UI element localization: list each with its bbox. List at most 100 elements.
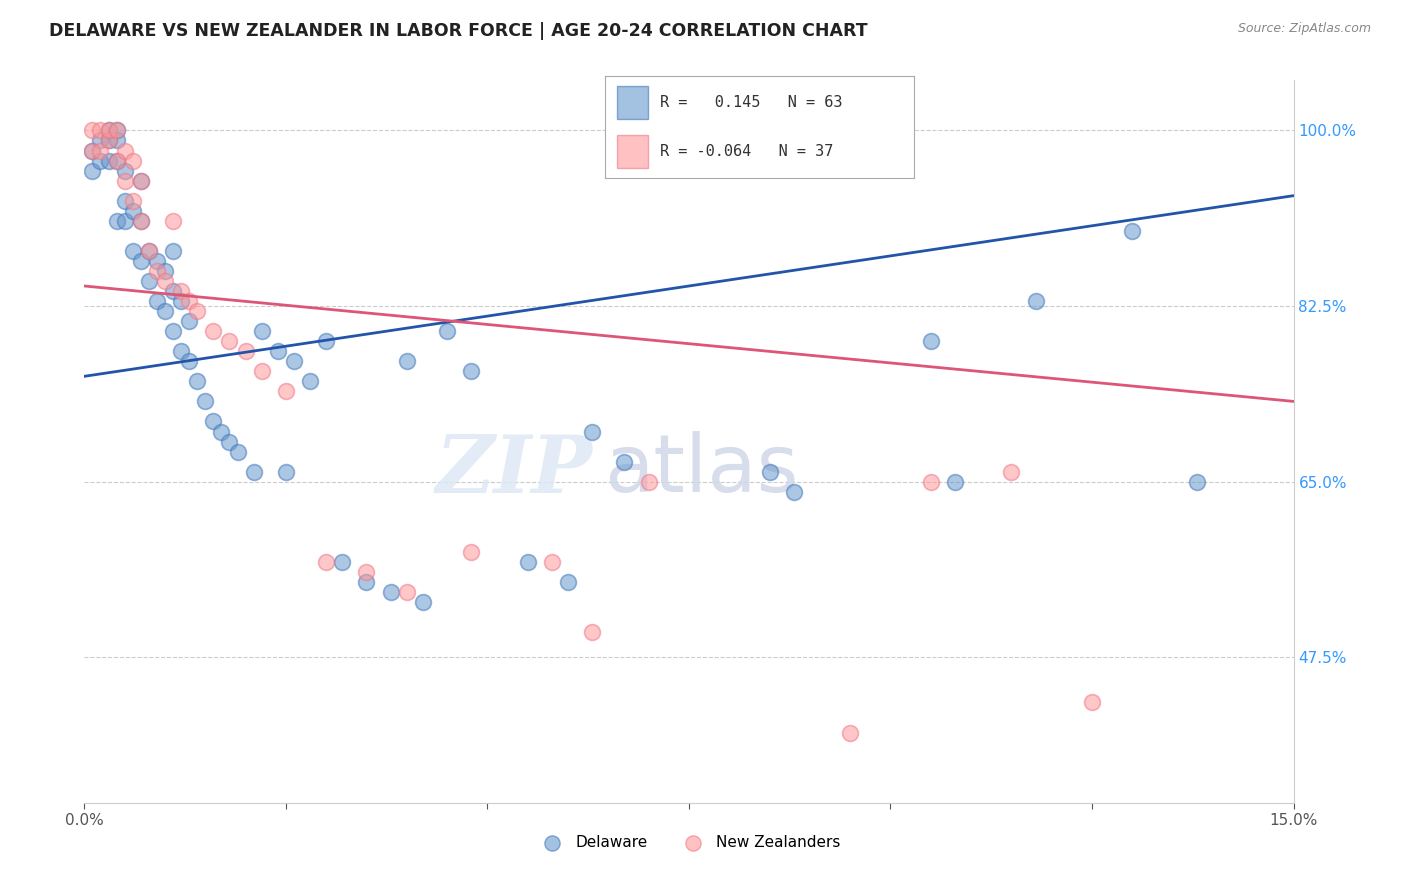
- Point: [114, 173, 136, 188]
- Point: [129, 213, 152, 227]
- Point: [89, 133, 111, 147]
- Point: [283, 354, 305, 368]
- Point: [129, 173, 152, 188]
- Point: [162, 284, 184, 298]
- Point: [758, 465, 780, 479]
- Point: [250, 324, 273, 338]
- Point: [1000, 465, 1022, 479]
- Point: [395, 585, 418, 599]
- Point: [920, 475, 942, 489]
- Point: [97, 133, 120, 147]
- Point: [226, 444, 249, 458]
- Point: [581, 625, 603, 640]
- Point: [274, 384, 297, 399]
- Point: [121, 153, 143, 168]
- Point: [250, 364, 273, 378]
- Point: [179, 314, 201, 328]
- Point: [186, 304, 208, 318]
- Point: [356, 565, 378, 579]
- Point: [82, 123, 104, 137]
- Point: [541, 555, 564, 569]
- Point: [114, 163, 136, 178]
- Point: [97, 123, 120, 137]
- Point: [105, 153, 128, 168]
- Text: R = -0.064   N = 37: R = -0.064 N = 37: [661, 145, 834, 160]
- Point: [460, 364, 482, 378]
- Point: [202, 414, 225, 429]
- Point: [242, 465, 264, 479]
- Point: [186, 374, 208, 388]
- Text: ZIP: ZIP: [436, 432, 592, 509]
- Point: [412, 595, 434, 609]
- Point: [194, 394, 217, 409]
- Point: [82, 144, 104, 158]
- Text: R =   0.145   N = 63: R = 0.145 N = 63: [661, 95, 842, 110]
- Point: [105, 123, 128, 137]
- Point: [105, 153, 128, 168]
- Point: [267, 344, 290, 359]
- FancyBboxPatch shape: [617, 136, 648, 168]
- Point: [170, 293, 193, 308]
- Point: [89, 144, 111, 158]
- Point: [146, 293, 169, 308]
- Point: [943, 475, 966, 489]
- Point: [170, 344, 193, 359]
- Point: [105, 123, 128, 137]
- Point: [89, 153, 111, 168]
- Point: [153, 264, 176, 278]
- Point: [114, 194, 136, 208]
- Point: [395, 354, 418, 368]
- Point: [138, 244, 160, 258]
- Point: [146, 253, 169, 268]
- Point: [557, 574, 579, 589]
- Point: [218, 434, 240, 449]
- Point: [1081, 696, 1104, 710]
- Point: [162, 324, 184, 338]
- Point: [138, 244, 160, 258]
- Point: [920, 334, 942, 348]
- Point: [129, 173, 152, 188]
- Point: [315, 555, 337, 569]
- Point: [138, 274, 160, 288]
- Point: [121, 244, 143, 258]
- Point: [380, 585, 402, 599]
- Point: [82, 163, 104, 178]
- Point: [114, 213, 136, 227]
- FancyBboxPatch shape: [617, 87, 648, 119]
- Point: [129, 213, 152, 227]
- Point: [179, 354, 201, 368]
- Legend: Delaware, New Zealanders: Delaware, New Zealanders: [531, 830, 846, 856]
- Point: [179, 293, 201, 308]
- Point: [105, 213, 128, 227]
- Point: [839, 725, 862, 739]
- Point: [114, 144, 136, 158]
- Point: [129, 253, 152, 268]
- Point: [209, 425, 232, 439]
- Text: atlas: atlas: [605, 432, 799, 509]
- Point: [315, 334, 337, 348]
- Point: [170, 284, 193, 298]
- Point: [1185, 475, 1208, 489]
- Point: [202, 324, 225, 338]
- Point: [356, 574, 378, 589]
- Point: [274, 465, 297, 479]
- Point: [97, 133, 120, 147]
- Text: Source: ZipAtlas.com: Source: ZipAtlas.com: [1237, 22, 1371, 36]
- Point: [121, 194, 143, 208]
- Point: [89, 123, 111, 137]
- Point: [516, 555, 538, 569]
- Point: [436, 324, 458, 338]
- Point: [121, 203, 143, 218]
- Point: [146, 264, 169, 278]
- Point: [460, 545, 482, 559]
- Point: [153, 304, 176, 318]
- Point: [97, 153, 120, 168]
- Point: [1121, 224, 1143, 238]
- Point: [105, 133, 128, 147]
- Point: [1025, 293, 1047, 308]
- Point: [153, 274, 176, 288]
- Point: [330, 555, 353, 569]
- Point: [162, 244, 184, 258]
- Point: [218, 334, 240, 348]
- Point: [581, 425, 603, 439]
